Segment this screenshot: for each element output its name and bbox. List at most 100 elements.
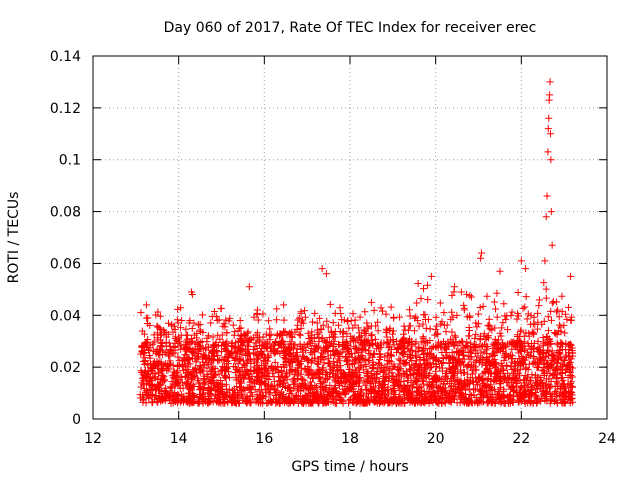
data-point xyxy=(222,346,230,354)
data-point xyxy=(278,388,286,396)
data-point xyxy=(301,381,309,389)
data-point xyxy=(363,319,371,327)
data-point xyxy=(178,373,186,381)
data-point xyxy=(239,341,247,349)
data-point xyxy=(551,366,559,374)
data-point xyxy=(297,324,305,332)
data-point xyxy=(358,395,366,403)
data-point xyxy=(546,338,554,346)
data-point xyxy=(504,378,512,386)
data-point xyxy=(355,329,363,337)
data-point xyxy=(337,310,345,318)
data-point xyxy=(439,380,447,388)
data-point xyxy=(161,376,169,384)
data-point xyxy=(228,348,236,356)
data-point xyxy=(453,311,461,319)
data-point xyxy=(257,385,265,393)
data-point xyxy=(337,366,345,374)
data-point xyxy=(156,312,164,320)
data-point xyxy=(168,322,176,330)
data-point xyxy=(228,395,236,403)
data-point xyxy=(169,328,177,336)
data-point xyxy=(489,345,497,353)
data-point xyxy=(267,347,275,355)
data-point xyxy=(313,319,321,327)
data-point xyxy=(534,345,542,353)
data-point xyxy=(293,396,301,404)
data-point xyxy=(407,365,415,373)
data-point xyxy=(343,338,351,346)
data-point xyxy=(564,303,572,311)
data-point xyxy=(270,386,278,394)
data-point xyxy=(259,310,267,318)
data-point xyxy=(477,254,485,262)
data-point xyxy=(149,374,157,382)
data-point xyxy=(422,324,430,332)
data-point xyxy=(296,331,304,339)
x-tick-label: 24 xyxy=(598,431,616,447)
data-point xyxy=(238,337,246,345)
data-point xyxy=(545,327,553,335)
data-point xyxy=(418,390,426,398)
data-point xyxy=(405,351,413,359)
data-point xyxy=(191,373,199,381)
data-point xyxy=(464,370,472,378)
data-point xyxy=(433,330,441,338)
data-point xyxy=(184,331,192,339)
data-point xyxy=(253,355,261,363)
data-point xyxy=(185,368,193,376)
data-point xyxy=(444,339,452,347)
data-point xyxy=(553,298,561,306)
data-point xyxy=(141,357,149,365)
data-point xyxy=(560,380,568,388)
y-tick-label: 0.1 xyxy=(59,153,81,169)
data-point xyxy=(558,369,566,377)
data-point xyxy=(297,309,305,317)
data-point xyxy=(394,343,402,351)
data-point xyxy=(329,319,337,327)
data-point xyxy=(448,349,456,357)
data-point xyxy=(222,385,230,393)
data-point xyxy=(270,373,278,381)
data-point xyxy=(222,316,230,324)
data-point xyxy=(466,344,474,352)
data-point xyxy=(348,383,356,391)
data-point xyxy=(294,321,302,329)
data-point xyxy=(555,321,563,329)
data-point xyxy=(276,399,284,407)
data-point xyxy=(283,372,291,380)
data-point xyxy=(457,346,465,354)
data-point xyxy=(534,373,542,381)
data-point xyxy=(463,399,471,407)
data-point xyxy=(473,323,481,331)
data-point xyxy=(290,397,298,405)
data-point xyxy=(464,352,472,360)
data-point xyxy=(527,383,535,391)
data-point xyxy=(149,347,157,355)
data-point xyxy=(476,357,484,365)
data-point xyxy=(540,317,548,325)
data-point xyxy=(257,347,265,355)
data-point xyxy=(548,299,556,307)
data-point xyxy=(545,381,553,389)
data-point xyxy=(565,346,573,354)
data-point xyxy=(326,381,334,389)
data-point xyxy=(477,393,485,401)
data-point xyxy=(540,348,548,356)
data-point xyxy=(236,324,244,332)
data-point xyxy=(373,393,381,401)
data-point xyxy=(148,382,156,390)
data-point xyxy=(325,334,333,342)
data-point xyxy=(354,324,362,332)
data-point xyxy=(389,336,397,344)
data-point xyxy=(219,322,227,330)
data-point xyxy=(281,344,289,352)
data-point xyxy=(440,344,448,352)
data-point xyxy=(282,355,290,363)
y-tick-label: 0 xyxy=(72,412,81,428)
data-point xyxy=(447,396,455,404)
data-point xyxy=(156,326,164,334)
data-point xyxy=(448,368,456,376)
data-point xyxy=(547,208,555,216)
axis-ticks: 12 14 16 18 20 22 24 0 0.02 0.04 0.06 0.08 0.1 0.12 0.… xyxy=(50,49,616,447)
